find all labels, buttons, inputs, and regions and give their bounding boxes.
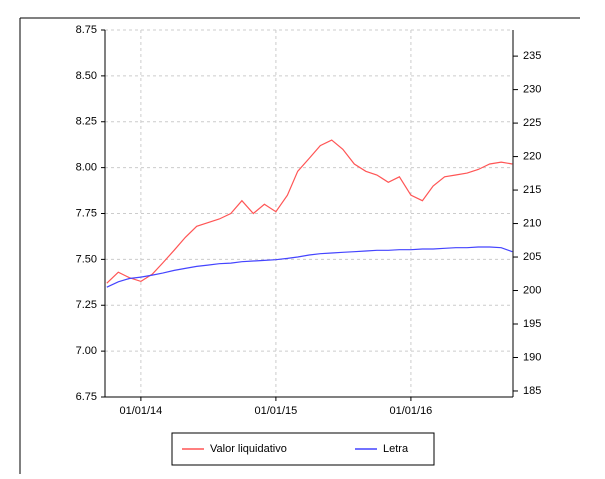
y2-tick-label: 210 <box>523 217 541 229</box>
y-tick-label: 8.75 <box>76 24 97 36</box>
legend-label: Letra <box>383 443 409 455</box>
y2-tick-label: 220 <box>523 150 541 162</box>
y2-tick-label: 185 <box>523 385 541 397</box>
series-line <box>106 139 513 284</box>
y2-tick-label: 235 <box>523 50 541 62</box>
y2-tick-label: 205 <box>523 251 541 263</box>
y2-tick-label: 230 <box>523 84 541 96</box>
y2-tick-label: 190 <box>523 351 541 363</box>
y-tick-label: 7.75 <box>76 207 97 219</box>
legend <box>171 432 435 466</box>
legend-label: Valor liquidativo <box>210 443 287 455</box>
x-tick-label: 01/01/15 <box>254 405 297 417</box>
y-tick-label: 8.25 <box>76 116 97 128</box>
series-line <box>106 246 513 288</box>
y-tick-label: 7.25 <box>76 299 97 311</box>
y2-tick-label: 195 <box>523 318 541 330</box>
y2-tick-label: 225 <box>523 117 541 129</box>
y-tick-label: 6.75 <box>76 391 97 403</box>
y-tick-label: 7.00 <box>76 345 97 357</box>
x-tick-label: 01/01/14 <box>119 405 162 417</box>
y-tick-label: 8.50 <box>76 70 97 82</box>
y-tick-label: 7.50 <box>76 253 97 265</box>
y2-tick-label: 215 <box>523 184 541 196</box>
y-tick-label: 8.00 <box>76 162 97 174</box>
x-tick-label: 01/01/16 <box>389 405 432 417</box>
y2-tick-label: 200 <box>523 284 541 296</box>
